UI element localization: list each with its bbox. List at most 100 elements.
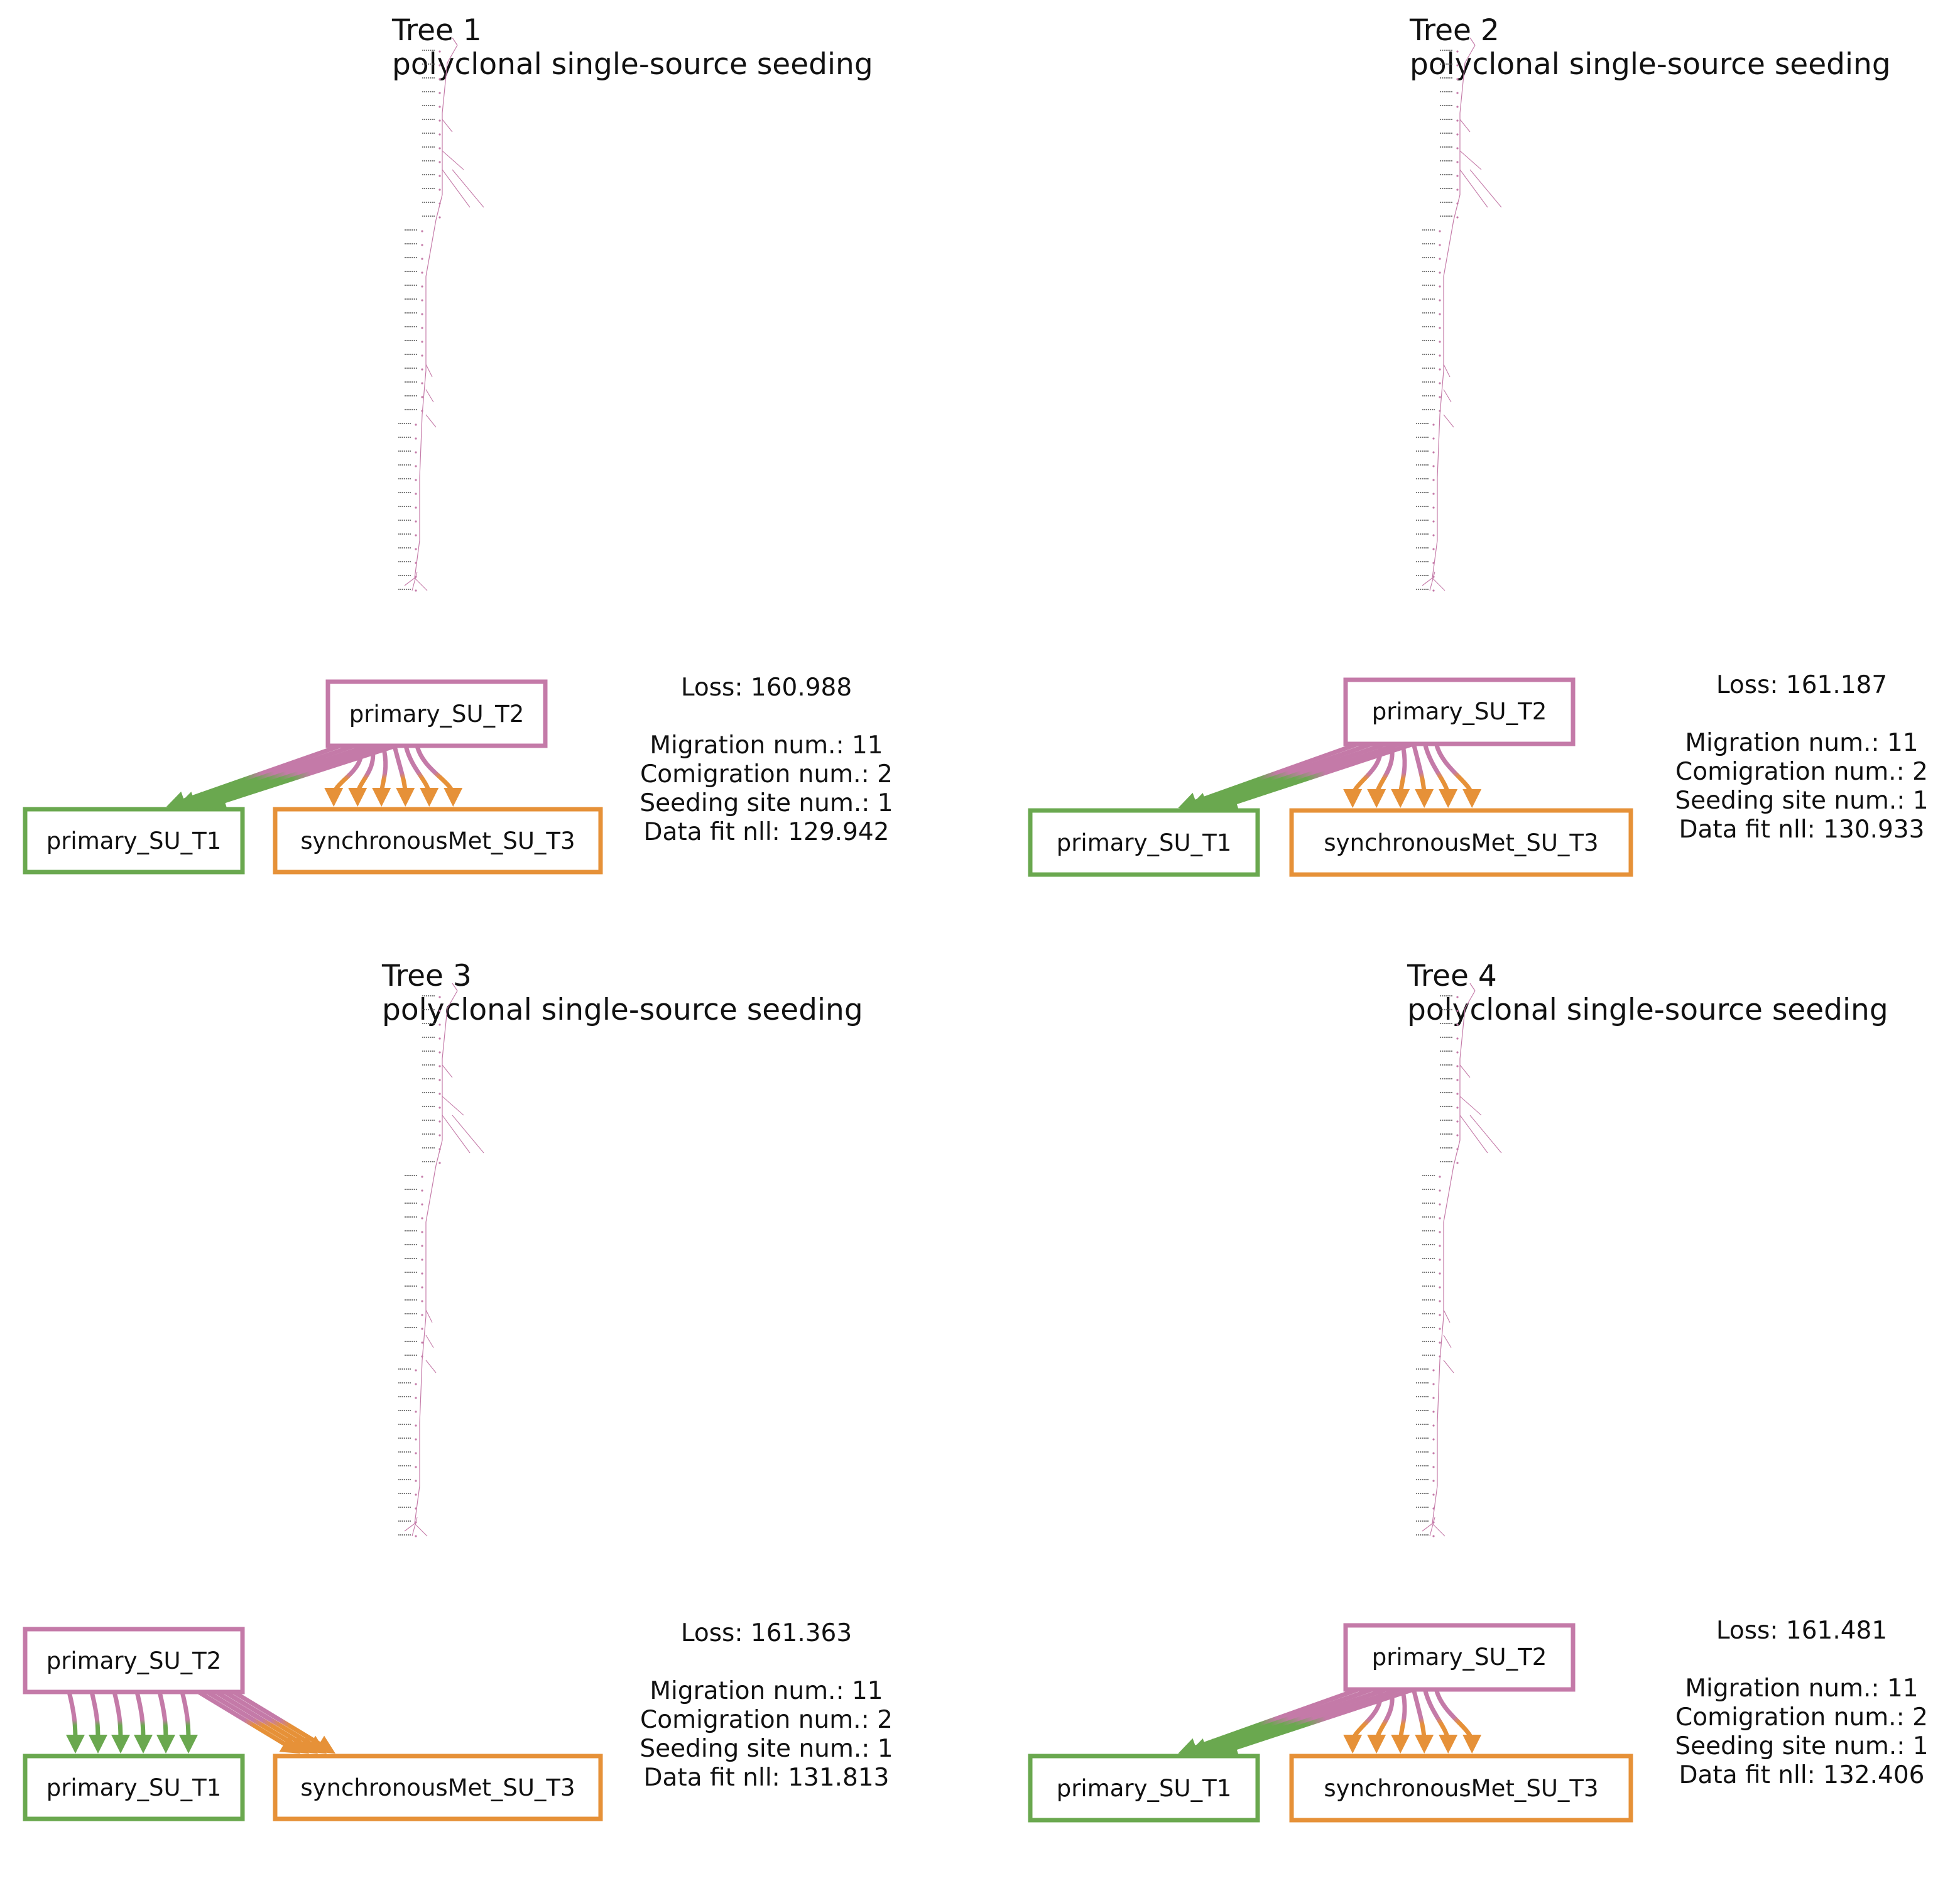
tree-node — [1456, 1106, 1459, 1109]
arrow-head — [444, 788, 463, 807]
tree-edge — [1443, 219, 1454, 277]
tree-node — [1456, 996, 1459, 998]
tree-node — [421, 341, 423, 343]
tree-edge — [1459, 119, 1471, 133]
arrow-head — [1415, 1735, 1434, 1754]
arrow-head — [1343, 1735, 1363, 1754]
node-label-right: synchronousMet_SU_T3 — [1324, 1775, 1598, 1802]
migration-edge — [1434, 1688, 1474, 1743]
tree-node — [1439, 299, 1441, 302]
tree-node — [1432, 576, 1435, 578]
tree-node — [438, 161, 441, 163]
tree-edge — [435, 194, 443, 221]
tree-edge — [1469, 38, 1476, 46]
tree-node — [1456, 1093, 1459, 1095]
tree-edge — [425, 1360, 437, 1373]
tree-node — [1432, 1397, 1435, 1399]
tree-node — [415, 1369, 417, 1372]
tree-subtitle: polyclonal single-source seeding — [1407, 993, 1888, 1027]
tree-node — [1456, 1134, 1459, 1137]
tree-node — [1439, 1203, 1441, 1206]
tree-edge — [1443, 414, 1454, 428]
tree-edge — [1469, 169, 1502, 208]
tree-node — [1456, 1023, 1459, 1026]
clone-tree-plot — [1416, 983, 1502, 1537]
tree-node — [421, 1231, 423, 1233]
migration-edge — [1202, 741, 1373, 805]
stats-block: Loss: 160.988 Migration num.: 11 Comigra… — [628, 674, 905, 847]
tree-edge — [1459, 169, 1488, 208]
tree-drawing — [1416, 38, 1502, 592]
tree-node — [1456, 133, 1459, 136]
tree-node — [438, 1023, 441, 1026]
tree-node — [438, 1079, 441, 1081]
tree-drawing — [398, 983, 484, 1537]
tree-edge — [452, 1115, 484, 1154]
node-box-source — [23, 1627, 245, 1694]
tree-node — [1439, 1189, 1441, 1192]
tree-node — [421, 354, 423, 357]
arrow-head — [324, 788, 344, 807]
migration-num-text: Migration num.: 11 — [650, 731, 883, 760]
tree-node — [1432, 1383, 1435, 1385]
tree-node — [421, 1258, 423, 1261]
tree-node — [1439, 244, 1441, 246]
tree-node — [1439, 354, 1441, 357]
tree-node — [421, 1355, 423, 1358]
migration-graph: primary_SU_T2 primary_SU_T1 synchronousM… — [1028, 677, 1633, 877]
tree-node — [1456, 92, 1459, 94]
tree-node — [438, 1106, 441, 1109]
tree-node — [1432, 1480, 1435, 1482]
arrow-head — [348, 788, 368, 807]
tree-panel-2: Tree 2 polyclonal single-source seeding … — [1018, 0, 1960, 942]
seeding-site-num-text: Seeding site num.: 1 — [640, 789, 893, 817]
arrow-head — [1415, 789, 1434, 808]
tree-node — [1432, 589, 1435, 592]
tree-edge — [452, 983, 458, 991]
tree-node — [1456, 64, 1459, 67]
tree-panel-3: Tree 3 polyclonal single-source seeding … — [0, 946, 980, 1888]
tree-edge — [1437, 414, 1440, 478]
tree-node — [1432, 534, 1435, 537]
tree-node — [1432, 1452, 1435, 1454]
tree-node — [1432, 1411, 1435, 1413]
comigration-num-text: Comigration num.: 2 — [1675, 758, 1928, 786]
arrow-head — [1462, 1735, 1482, 1754]
tree-node — [438, 106, 441, 108]
tree-edge — [1469, 983, 1476, 991]
node-label-source: primary_SU_T2 — [1372, 1644, 1547, 1671]
tree-node — [415, 493, 417, 495]
tree-node — [438, 1148, 441, 1150]
tree-edge — [435, 1140, 443, 1166]
loss-text: Loss: 161.363 — [680, 1619, 852, 1647]
tree-node — [438, 1010, 441, 1012]
tree-node — [438, 1120, 441, 1123]
loss-text: Loss: 161.187 — [1716, 671, 1888, 699]
node-label-right: synchronousMet_SU_T3 — [1324, 829, 1598, 856]
tree-edge — [1443, 364, 1451, 378]
tree-node — [415, 1397, 417, 1399]
migration-graph: primary_SU_T2 primary_SU_T1 synchronousM… — [23, 1627, 603, 1821]
tree-node — [1439, 1258, 1441, 1261]
tree-node — [1456, 175, 1459, 177]
node-box-right — [273, 807, 603, 875]
tree-subtitle: polyclonal single-source seeding — [392, 47, 873, 82]
tree-node — [1439, 313, 1441, 315]
tree-node — [1439, 1341, 1441, 1344]
tree-edge — [1443, 1360, 1454, 1373]
tree-edge — [442, 62, 448, 114]
node-label-left: primary_SU_T1 — [46, 827, 222, 854]
tree-node — [1439, 1314, 1441, 1316]
tree-node — [1432, 548, 1435, 550]
tree-edge — [422, 370, 427, 415]
tree-node — [1439, 396, 1441, 398]
node-box-right — [1289, 1754, 1633, 1823]
migration-edges — [66, 1690, 335, 1754]
tree-panel-1: Tree 1 polyclonal single-source seeding … — [0, 0, 980, 942]
node-box-right — [1289, 808, 1633, 877]
migration-edge — [1422, 1689, 1451, 1743]
tree-node — [1432, 493, 1435, 495]
tree-edge — [1432, 1523, 1446, 1537]
migration-num-text: Migration num.: 11 — [650, 1677, 883, 1705]
tree-node — [421, 258, 423, 260]
